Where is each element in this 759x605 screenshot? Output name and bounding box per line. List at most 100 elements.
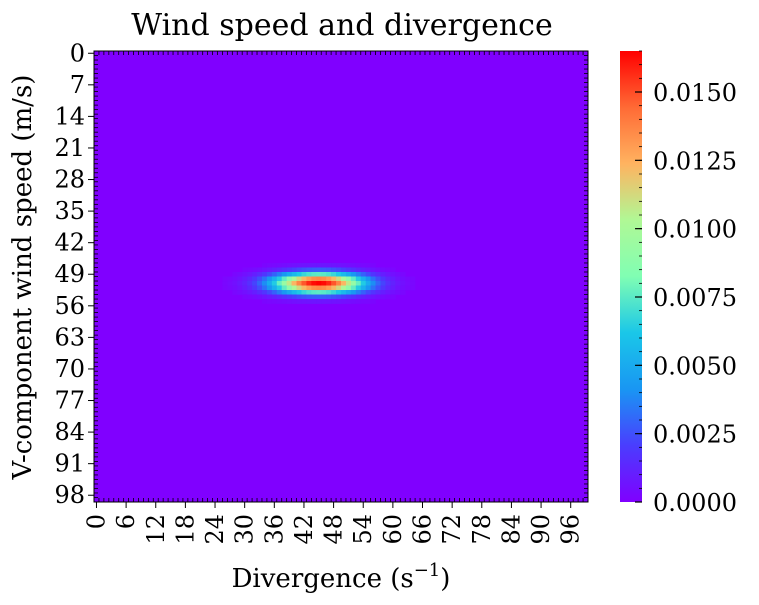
heatmap-cell xyxy=(405,281,411,286)
heatmap-cell xyxy=(257,290,263,295)
heatmap-cell xyxy=(390,285,396,291)
heatmap-cell xyxy=(271,262,278,268)
x-tick-label: 90 xyxy=(527,514,555,545)
heatmap-cell xyxy=(341,299,347,304)
heatmap-cell xyxy=(390,281,396,286)
heatmap-cell xyxy=(365,290,371,295)
y-tick-label: 98 xyxy=(54,481,85,509)
heatmap-cell xyxy=(360,271,366,277)
heatmap-cell xyxy=(286,290,292,295)
heatmap-cell xyxy=(350,262,357,268)
heatmap-cell xyxy=(360,262,366,268)
heatmap-cell xyxy=(316,285,322,291)
y-tick-label: 70 xyxy=(54,355,85,383)
heatmap-cell xyxy=(321,267,327,273)
heatmap-cell xyxy=(237,290,243,295)
heatmap-cell xyxy=(291,285,297,291)
heatmap-cell xyxy=(395,276,401,282)
heatmap-cell xyxy=(326,290,332,295)
x-tick-label: 48 xyxy=(320,514,348,545)
heatmap-cell xyxy=(341,262,347,268)
heatmap-cell xyxy=(316,267,322,273)
heatmap-cell xyxy=(242,271,248,277)
heatmap-cell xyxy=(296,271,302,277)
y-axis-ticks: 0 7 14 21 28 35 42 49 56 63 70 77 84 91 98 xyxy=(54,39,94,509)
heatmap-plot-area xyxy=(93,50,589,503)
heatmap-cell xyxy=(370,285,376,291)
heatmap-cell xyxy=(301,271,307,277)
heatmap-cell xyxy=(296,294,302,300)
heatmap-cell xyxy=(331,281,337,286)
x-tick-label: 36 xyxy=(260,514,288,545)
heatmap-cell xyxy=(281,290,287,295)
heatmap-cell xyxy=(355,294,362,300)
heatmap-cell xyxy=(360,285,366,291)
heatmap-cell xyxy=(375,294,381,300)
colorbar-tick-label: 0.0100 xyxy=(653,216,737,244)
heatmap-cell xyxy=(261,281,268,286)
x-axis-label: Divergence (s−1) xyxy=(232,560,451,594)
heatmap-cell xyxy=(232,281,238,286)
heatmap-cell xyxy=(336,285,342,291)
heatmap-cell xyxy=(365,294,371,300)
heatmap-cell xyxy=(257,281,263,286)
heatmap-cell xyxy=(326,285,332,291)
heatmap-cell xyxy=(345,267,352,273)
heatmap-cell xyxy=(336,267,342,273)
colorbar-tick-label: 0.0050 xyxy=(653,352,737,380)
heatmap-cell xyxy=(355,276,362,282)
heatmap-cell xyxy=(360,294,366,300)
heatmap-cell xyxy=(326,267,332,273)
heatmap-cell xyxy=(227,276,233,282)
heatmap-cell xyxy=(405,276,411,282)
heatmap-cell xyxy=(222,276,228,282)
heatmap-cell xyxy=(232,290,238,295)
heatmap-cell xyxy=(286,276,292,282)
heatmap-cell xyxy=(341,290,347,295)
heatmap-cell xyxy=(355,262,362,268)
x-axis-label-close: ) xyxy=(440,564,450,594)
heatmap-cell xyxy=(281,271,287,277)
y-tick-label: 21 xyxy=(54,134,85,162)
heatmap-cell xyxy=(355,267,362,273)
heatmap-cell xyxy=(365,281,371,286)
heatmap-cell xyxy=(311,262,317,268)
heatmap-cell xyxy=(380,276,386,282)
heatmap-cell xyxy=(365,262,371,268)
heatmap-cell xyxy=(281,285,287,291)
heatmap-cell xyxy=(405,285,411,291)
heatmap-cell xyxy=(301,285,307,291)
heatmap-cell xyxy=(276,276,283,282)
heatmap-cell xyxy=(370,299,376,304)
heatmap-cell xyxy=(252,281,258,286)
heatmap-cell xyxy=(336,276,342,282)
heatmap-cell xyxy=(336,271,342,277)
heatmap-cell xyxy=(266,290,273,295)
y-tick-label: 91 xyxy=(54,450,85,478)
heatmap-cell xyxy=(261,290,268,295)
heatmap-cell xyxy=(410,276,416,282)
chart-title: Wind speed and divergence xyxy=(131,8,552,43)
heatmap-cell xyxy=(291,281,297,286)
heatmap-cell xyxy=(395,271,401,277)
heatmap-cell xyxy=(395,285,401,291)
heatmap-cell xyxy=(281,281,287,286)
heatmap-cell xyxy=(355,285,362,291)
heatmap-cell xyxy=(341,281,347,286)
heatmap-cell xyxy=(266,262,273,268)
y-tick-label: 35 xyxy=(54,197,85,225)
heatmap-cell xyxy=(306,262,312,268)
y-tick-label: 14 xyxy=(54,102,85,130)
heatmap-cell xyxy=(247,294,253,300)
heatmap-cell xyxy=(326,299,332,304)
heatmap-cell xyxy=(296,262,302,268)
heatmap-cell xyxy=(276,299,283,304)
heatmap-cell xyxy=(252,290,258,295)
heatmap-cell xyxy=(276,271,283,277)
heatmap-cell xyxy=(375,276,381,282)
heatmap-cell xyxy=(252,271,258,277)
heatmap-cell xyxy=(301,281,307,286)
heatmap-cell xyxy=(281,276,287,282)
heatmap-cell xyxy=(301,294,307,300)
heatmap-cell xyxy=(286,299,292,304)
